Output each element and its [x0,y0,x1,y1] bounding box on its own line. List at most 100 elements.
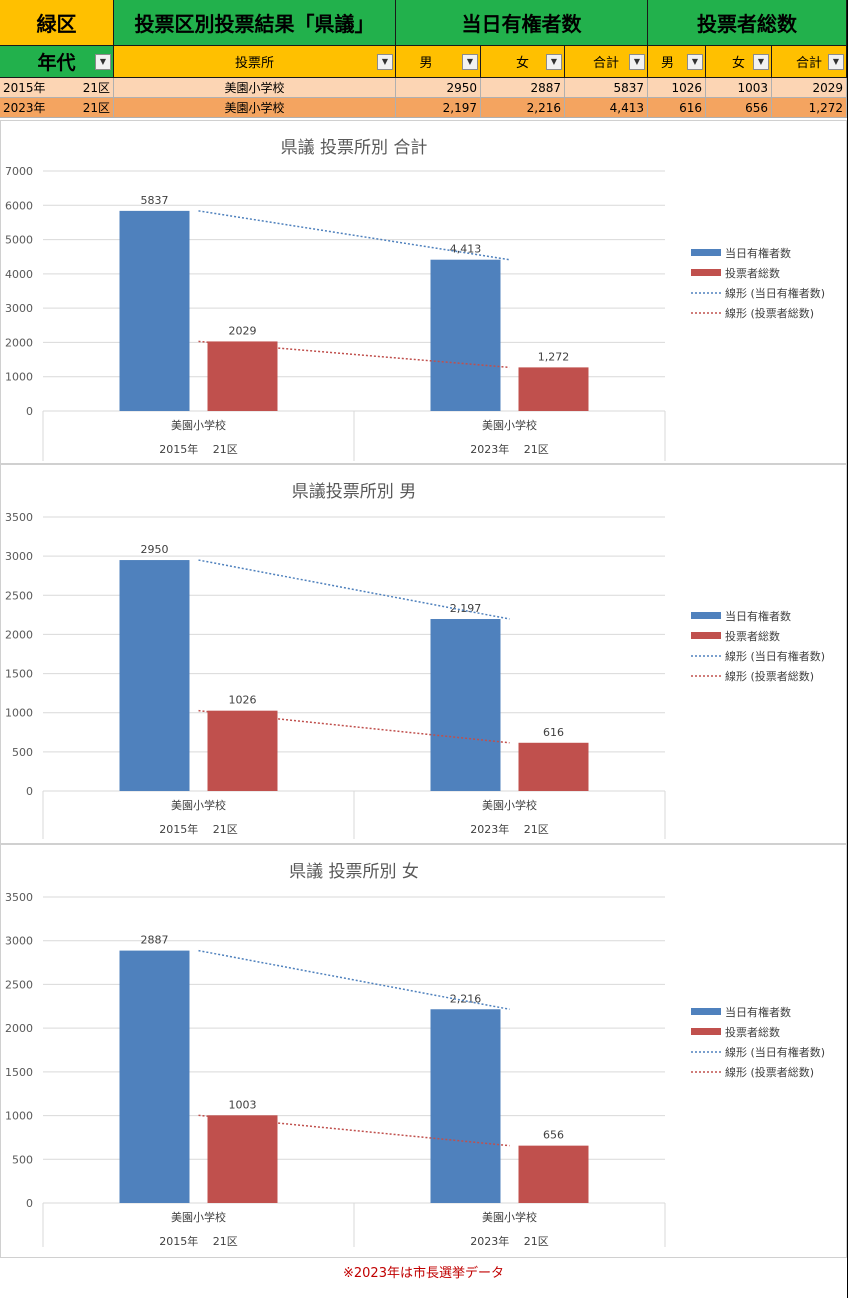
chart-panel-female[interactable]: 県議 投票所別 女 0 500 1000 1500 2000 2500 3000 3500 美園小… [0,844,847,1258]
data-label: 2029 [229,324,257,337]
legend-label: 線形 (当日有権者数) [725,649,825,663]
x-group-label: 2023年 21区 [470,822,549,836]
trendline-voters [198,340,510,369]
electors-male-header[interactable]: 男 ▼ [396,46,481,78]
voters-total-cell[interactable]: 1,272 [772,98,847,118]
voters-female-label: 女 [731,56,745,71]
electors-male-cell[interactable]: 2,197 [396,98,481,118]
filter-dropdown-icon[interactable]: ▼ [629,53,645,70]
voters-male-cell[interactable]: 616 [648,98,706,118]
filter-dropdown-icon[interactable]: ▼ [753,53,769,70]
electors-male-cell[interactable]: 2950 [396,78,481,98]
voters-total-cell[interactable]: 2029 [772,78,847,98]
bar-voters [207,341,278,411]
legend-swatch [691,249,721,256]
y-tick-label: 2000 [5,1022,33,1035]
district-text: 21区 [82,101,110,115]
bar-voters [518,367,589,411]
era-text: 2023年 [3,101,46,115]
voters-male-cell[interactable]: 1026 [648,78,706,98]
y-tick-label: 2000 [5,628,33,641]
legend-label: 投票者総数 [725,629,780,643]
era-column-header[interactable]: 年代 ▼ [0,46,114,78]
filter-active-icon[interactable]: ▼ [377,53,393,70]
footnote: ※2023年は市長選挙データ [343,1266,504,1281]
legend-label: 投票者総数 [725,1025,780,1039]
chart-panel-male[interactable]: 県議投票所別 男 0 500 1000 1500 2000 2500 3000 3500 美園小学… [0,464,847,844]
y-tick-label: 1500 [5,668,33,681]
legend-swatch [691,1028,721,1035]
bar-voters [518,1145,589,1203]
filter-dropdown-icon[interactable]: ▼ [546,53,562,70]
y-tick-label: 2000 [5,336,33,349]
data-label: 616 [543,726,564,739]
trendline-voters [198,709,510,744]
chart-female: 県議 投票所別 女 0 500 1000 1500 2000 2500 3000 3500 美園小… [5,862,825,1248]
legend-label: 線形 (当日有権者数) [725,286,825,300]
legend-swatch [691,612,721,619]
y-tick-label: 500 [12,1153,33,1166]
x-category-label: 美園小学校 [171,1210,226,1224]
x-group-label: 2015年 21区 [159,822,238,836]
x-category-label: 美園小学校 [482,1210,537,1224]
data-label: 656 [543,1129,564,1142]
era-cell[interactable]: 2015年 21区 [0,78,114,98]
y-tick-label: 1000 [5,707,33,720]
sheet-border [847,0,848,1298]
y-tick-label: 2500 [5,978,33,991]
electors-header: 当日有権者数 [396,0,648,46]
station-cell[interactable]: 美園小学校 [114,98,396,118]
electors-male-label: 男 [419,56,433,71]
y-tick-label: 5000 [5,234,33,247]
station-column-label: 投票所 [234,56,274,71]
x-group-label: 2023年 21区 [470,1234,549,1248]
voters-male-label: 男 [660,56,674,71]
era-cell[interactable]: 2023年 21区 [0,98,114,118]
y-tick-label: 3000 [5,302,33,315]
chart-title: 県議 投票所別 女 [289,862,419,882]
bar-voters [518,742,589,791]
y-tick-label: 0 [26,785,33,798]
electors-total-label: 合計 [592,56,619,71]
era-text: 2015年 [3,81,46,95]
filter-dropdown-icon[interactable]: ▼ [687,53,703,70]
data-label: 1026 [229,694,257,707]
electors-female-cell[interactable]: 2,216 [481,98,565,118]
electors-total-cell[interactable]: 4,413 [565,98,648,118]
bar-electors [119,950,190,1203]
x-category-label: 美園小学校 [482,418,537,432]
voters-female-cell[interactable]: 656 [706,98,772,118]
voters-female-header[interactable]: 女 ▼ [706,46,772,78]
electors-female-header[interactable]: 女 ▼ [481,46,565,78]
bar-electors [430,259,501,411]
station-column-header[interactable]: 投票所 ▼ [114,46,396,78]
y-tick-label: 3500 [5,891,33,904]
voters-total-header[interactable]: 合計 ▼ [772,46,847,78]
bar-electors [119,560,190,791]
electors-total-header[interactable]: 合計 ▼ [565,46,648,78]
bar-electors [430,1009,501,1203]
y-tick-label: 3000 [5,935,33,948]
data-label: 5837 [141,194,169,207]
filter-dropdown-icon[interactable]: ▼ [462,53,478,70]
voters-header: 投票者総数 [648,0,847,46]
legend-label: 投票者総数 [725,266,780,280]
data-label: 2,197 [450,602,482,615]
chart-panel-total[interactable]: 県議 投票所別 合計 0 1000 2000 3000 4000 5000 6000 7000 美… [0,120,847,464]
voters-female-cell[interactable]: 1003 [706,78,772,98]
chart-title: 県議投票所別 男 [292,482,416,502]
y-tick-label: 4000 [5,268,33,281]
electors-female-cell[interactable]: 2887 [481,78,565,98]
station-cell[interactable]: 美園小学校 [114,78,396,98]
data-label: 4,413 [450,243,482,256]
voters-total-label: 合計 [795,56,822,71]
y-tick-label: 0 [26,1197,33,1210]
voters-male-header[interactable]: 男 ▼ [648,46,706,78]
data-label: 1,272 [538,350,570,363]
legend-swatch [691,1008,721,1015]
bar-electors [119,210,190,411]
electors-total-cell[interactable]: 5837 [565,78,648,98]
filter-dropdown-icon[interactable]: ▼ [828,53,844,70]
x-group-label: 2015年 21区 [159,442,238,456]
filter-dropdown-icon[interactable]: ▼ [95,53,111,70]
